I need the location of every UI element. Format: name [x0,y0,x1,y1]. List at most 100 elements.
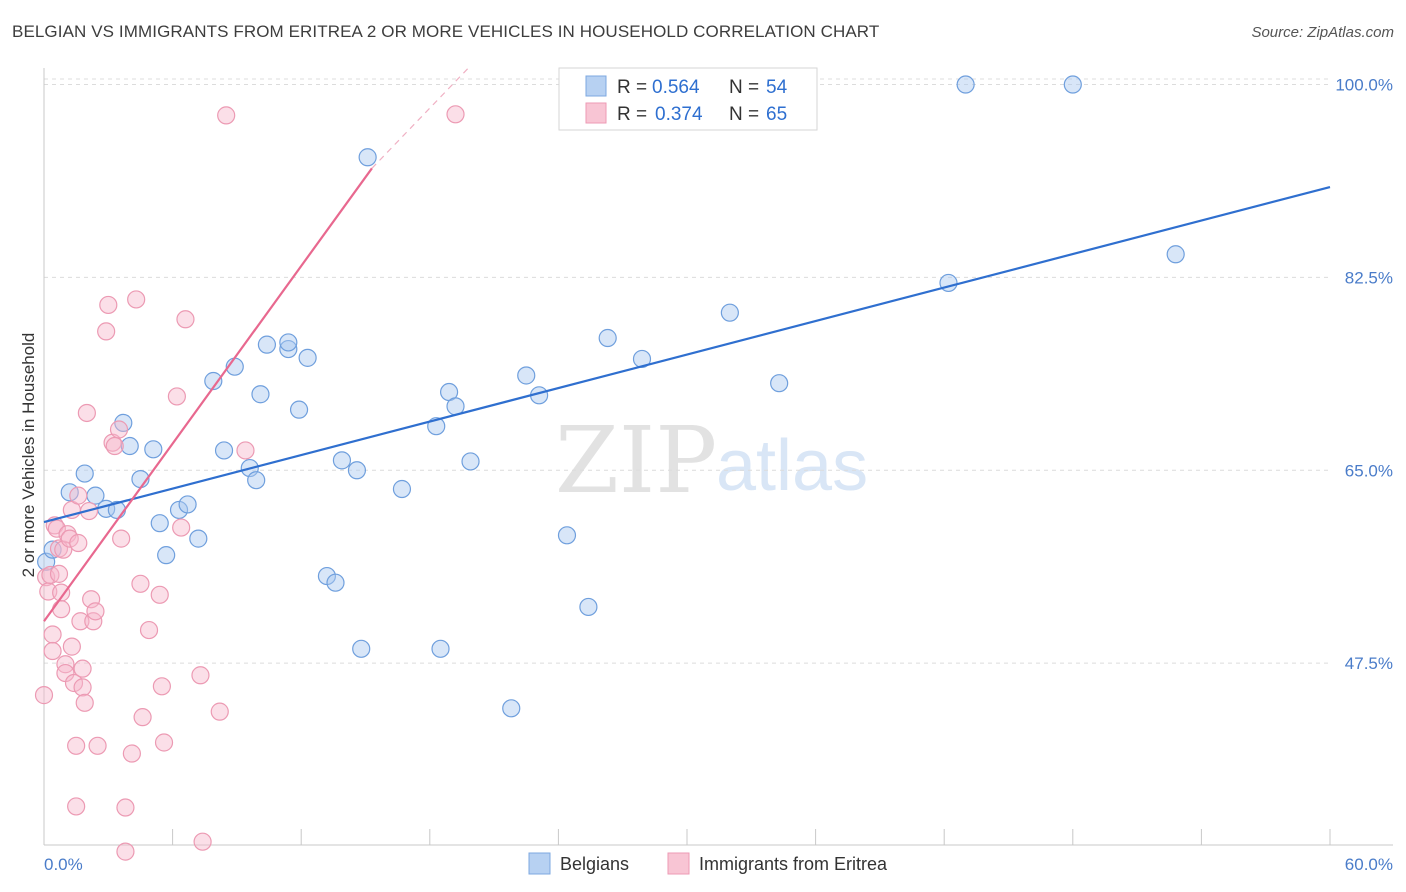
legend-n-value-eritrea: 65 [766,104,787,125]
data-point [112,529,131,548]
data-point [152,677,171,696]
data-point [116,842,135,861]
data-point [770,374,789,393]
chart-title: BELGIAN VS IMMIGRANTS FROM ERITREA 2 OR … [12,22,880,41]
data-point [69,533,88,553]
bottom-legend-swatch-belgians [528,852,551,875]
legend-r-value-belgians: 0.564 [652,77,700,98]
legend-n-value-belgians: 54 [766,77,788,98]
data-point [289,400,309,419]
axes [43,68,1393,846]
data-point [131,574,150,593]
data-point [60,529,79,548]
data-point [251,385,270,404]
x-tick-label-max: 60.0% [1345,855,1393,874]
watermark-atlas: atlas [716,426,868,506]
data-point [52,600,71,619]
data-point [82,590,101,609]
data-point [720,303,739,322]
trendline-eritrea-extension [371,67,469,169]
series-legend: Belgians Immigrants from Eritrea [528,852,888,875]
data-point [279,339,298,359]
data-point [154,733,174,752]
x-tick-label-min: 0.0% [44,855,83,874]
data-point [120,436,139,456]
data-point [139,620,159,640]
data-point [956,75,975,94]
data-point [358,148,377,167]
data-point [347,461,367,480]
data-point [191,666,210,685]
data-point [247,471,266,490]
data-point [99,295,118,315]
legend-r-label-2: R = [617,104,647,125]
data-point [34,686,54,705]
data-point [105,436,124,456]
trendlines [43,67,1331,622]
data-point [71,612,90,631]
bottom-legend-swatch-eritrea [667,852,690,875]
data-point [73,659,92,678]
data-point [43,641,62,661]
data-point [144,440,163,459]
data-point [62,637,81,656]
data-point [178,495,197,514]
trendline-eritrea [43,167,373,622]
data-point [204,371,223,391]
data-point [446,105,465,124]
data-point [257,335,277,354]
data-point [189,529,208,548]
data-point [1063,75,1082,94]
data-point [75,693,94,712]
data-point [214,441,234,460]
legend-n-label-2: N = [729,104,759,125]
data-point [352,639,371,658]
y-tick-label: 47.5% [1345,654,1393,673]
data-point [236,441,255,460]
data-point [43,540,62,559]
data-point [49,564,69,583]
data-point [392,479,412,499]
data-point [217,106,236,125]
bottom-legend-label-belgians: Belgians [560,854,629,874]
data-point [73,678,92,697]
data-point [193,832,212,851]
data-point [332,451,352,470]
data-point [517,366,536,385]
data-point [579,597,598,617]
legend-r-value-eritrea: 0.374 [655,104,703,125]
legend-swatch-belgians [585,75,607,97]
data-point [67,797,86,816]
data-point [210,702,229,721]
y-axis-title: 2 or more Vehicles in Household [19,333,38,578]
data-point [88,736,107,755]
bottom-legend-label-eritrea: Immigrants from Eritrea [699,854,888,874]
data-point [176,310,195,329]
data-point [116,798,135,817]
data-point [150,514,169,533]
data-point [47,519,66,538]
series-eritrea [34,105,465,861]
data-point [86,602,105,621]
data-point [150,585,169,604]
series-belgians [37,75,1185,718]
y-tick-labels: 47.5% 65.0% 82.5% 100.0% [1335,76,1393,674]
data-point [172,518,191,537]
data-point [598,328,617,348]
stats-legend: R = 0.564 N = 54 R = 0.374 N = 65 [558,67,818,131]
legend-r-label-1: R = [617,77,647,98]
data-point [326,573,345,592]
data-point [122,744,141,763]
watermark-zip: ZIP [555,407,717,514]
data-point [502,699,521,718]
data-point [67,736,86,755]
data-point [43,625,62,644]
source-label: Source: ZipAtlas.com [1251,24,1394,41]
legend-n-label-1: N = [729,77,759,98]
data-point [157,546,176,565]
data-point [1166,245,1185,264]
legend-swatch-eritrea [585,102,607,124]
y-tick-label: 100.0% [1335,76,1393,95]
data-point [127,290,146,309]
data-point [64,673,84,693]
